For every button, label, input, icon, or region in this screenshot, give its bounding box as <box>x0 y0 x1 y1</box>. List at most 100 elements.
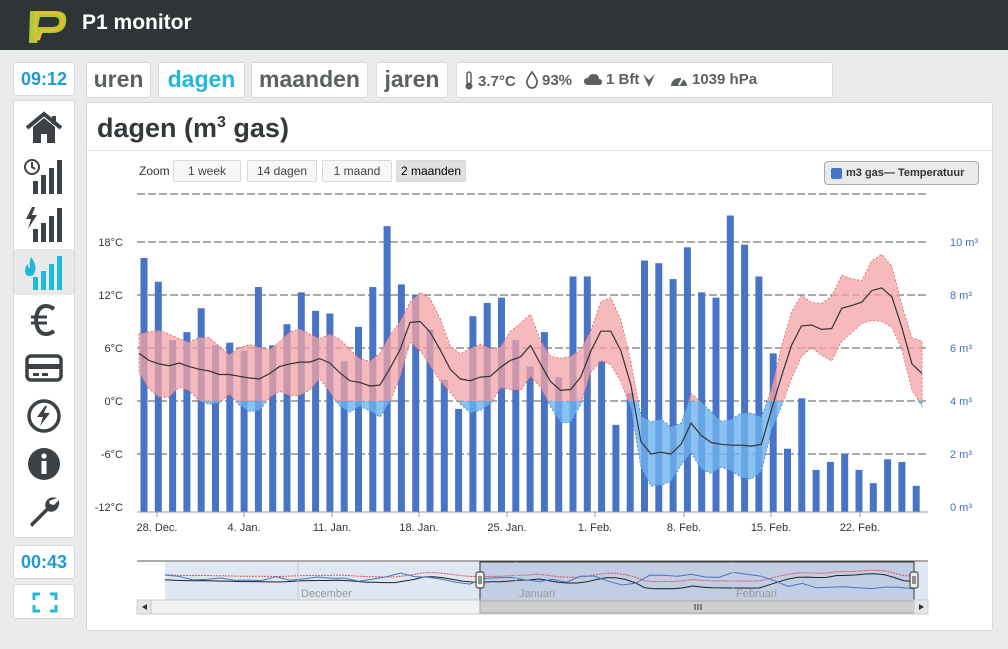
gas-bar <box>726 215 734 512</box>
gas-bar <box>269 345 277 512</box>
gas-bar <box>440 379 448 512</box>
gas-bar <box>297 292 305 512</box>
x-tick-label: 8. Feb. <box>667 522 701 534</box>
gas-bar <box>240 350 248 512</box>
gas-bar <box>483 302 491 512</box>
navigator-month-label: Januari <box>519 588 555 600</box>
zoom-14-dagen-button[interactable]: 14 dagen <box>247 160 317 182</box>
pressure-gauge-icon <box>671 77 687 86</box>
gas-bar <box>712 297 720 512</box>
temperature-series <box>138 253 923 487</box>
gas-bar <box>626 393 634 512</box>
zoom-2-maanden-button[interactable]: 2 maanden <box>396 160 466 182</box>
x-tick-label: 25. Jan. <box>487 522 526 534</box>
sidebar-item-costs[interactable] <box>14 297 74 343</box>
meter-icon <box>25 354 63 382</box>
gas-bar <box>884 459 892 512</box>
fullscreen-icon <box>32 592 58 613</box>
sidebar-item-power-history[interactable] <box>14 153 74 199</box>
zoom-1-maand-button[interactable]: 1 maand <box>322 160 392 182</box>
zoom-label: Zoom <box>139 164 170 178</box>
x-tick-label: 18. Jan. <box>399 522 438 534</box>
y-tick-label-gas: 6 m³ <box>950 343 972 355</box>
p1-logo-icon <box>29 11 67 43</box>
chevron-right-icon <box>919 604 924 610</box>
top-bar: P1 monitor <box>0 0 1008 50</box>
x-tick-label: 1. Feb. <box>578 522 612 534</box>
gas-bar <box>426 329 434 512</box>
gas-bar <box>583 276 591 512</box>
gas-bar <box>769 353 777 512</box>
y-tick-label-gas: 4 m³ <box>950 396 972 408</box>
navigator-temperature-max-line <box>164 569 914 583</box>
x-tick-label: 28. Dec. <box>137 522 178 534</box>
gas-bar <box>598 361 606 512</box>
temperature-range-cold <box>198 401 923 487</box>
temperature-value: 3.7°C <box>478 72 516 90</box>
gas-bar <box>140 257 148 512</box>
gas-bars <box>140 215 920 513</box>
sidebar-item-gas[interactable] <box>14 249 74 295</box>
tab-jaren[interactable]: jaren <box>376 62 448 98</box>
navigator-handle[interactable] <box>909 571 919 589</box>
tab-maanden[interactable]: maanden <box>251 62 368 98</box>
gas-bar <box>812 469 820 512</box>
sidebar <box>13 100 75 538</box>
x-tick-label: 11. Jan. <box>313 522 351 534</box>
gas-bar <box>741 244 749 512</box>
navigator-scrollbar-thumb[interactable] <box>479 600 915 614</box>
gas-bar <box>212 345 219 512</box>
sidebar-item-info[interactable] <box>14 441 74 487</box>
gas-bar <box>154 281 162 512</box>
y-tick-label-gas: 10 m³ <box>950 237 978 249</box>
sidebar-item-settings[interactable] <box>14 489 74 535</box>
gas-bar <box>340 361 348 512</box>
gas-bar <box>312 310 320 512</box>
sidebar-item-meter[interactable] <box>14 345 74 391</box>
gas-bar <box>283 324 291 512</box>
legend-label: m3 gas— Temperatuur <box>846 167 965 179</box>
gas-bar <box>512 340 520 512</box>
navigator-month-label: December <box>301 588 352 600</box>
y-tick-label-temperature: 12°C <box>98 290 123 302</box>
wind-cloud-icon <box>584 73 602 85</box>
gas-bar <box>169 340 177 512</box>
navigator-month-label: Februari <box>736 588 777 600</box>
gas-bar <box>683 247 691 513</box>
navigator-temperature-line <box>164 573 914 590</box>
y-tick-label-temperature: -6°C <box>101 449 123 461</box>
sidebar-item-home[interactable] <box>14 105 74 151</box>
fullscreen-button[interactable] <box>13 584 75 619</box>
home-icon <box>25 111 63 143</box>
gas-bar <box>226 342 234 512</box>
gas-bar <box>898 461 906 512</box>
sidebar-item-electricity[interactable] <box>14 201 74 247</box>
gas-bar <box>655 263 663 512</box>
sidebar-item-solar[interactable] <box>14 393 74 439</box>
gas-bar <box>455 408 463 512</box>
tab-uren[interactable]: uren <box>86 62 151 98</box>
gas-bar <box>826 461 834 512</box>
solar-icon <box>27 399 61 433</box>
gas-bar <box>326 313 334 512</box>
temperature-range-warm <box>138 253 923 401</box>
y-tick-label-gas: 8 m³ <box>950 290 972 302</box>
navigator-handle[interactable] <box>475 571 485 589</box>
panel-divider <box>87 150 992 151</box>
humidity-drop-icon <box>525 71 539 89</box>
wind-value: 1 Bft <box>606 71 640 88</box>
tab-dagen[interactable]: dagen <box>158 62 245 98</box>
gas-bar <box>755 276 763 512</box>
y-tick-label-gas: 0 m³ <box>950 502 972 514</box>
y-tick-label-temperature: 6°C <box>105 343 124 355</box>
zoom-1-week-button[interactable]: 1 week <box>173 160 241 182</box>
y-tick-label-temperature: 0°C <box>105 396 124 408</box>
gas-bar <box>855 469 863 512</box>
chevron-left-icon <box>142 604 147 610</box>
wrench-icon <box>30 497 60 527</box>
chart-legend[interactable]: m3 gas— Temperatuur <box>824 161 979 185</box>
x-tick-label: 4. Jan. <box>227 522 260 534</box>
gas-bar <box>412 295 420 512</box>
navigator-gas-line <box>164 571 914 590</box>
